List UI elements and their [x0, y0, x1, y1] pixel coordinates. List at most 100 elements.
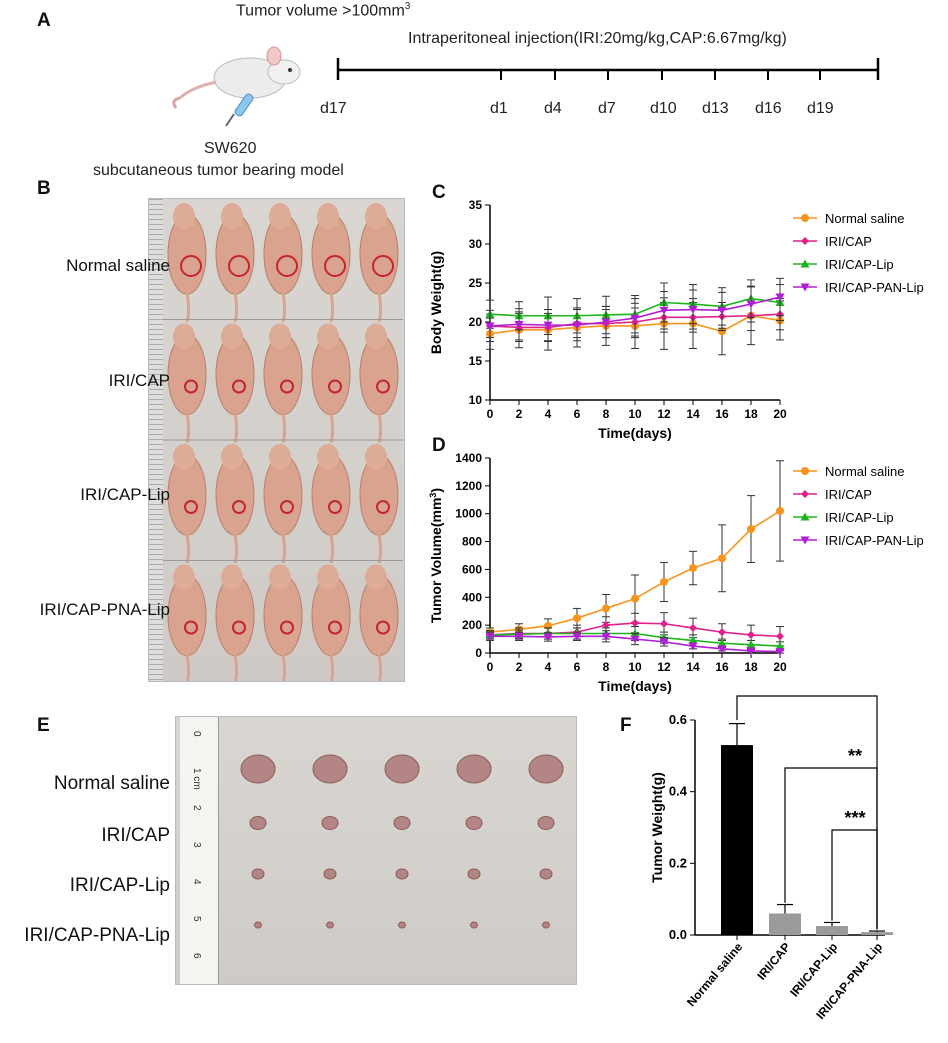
- model-line2: subcutaneous tumor bearing model: [93, 162, 344, 179]
- day-label: d7: [598, 100, 616, 117]
- mouse-tail: [233, 532, 238, 564]
- x-tick-label: 6: [574, 660, 581, 674]
- x-tick-label: 12: [657, 407, 671, 421]
- x-tick-label: 12: [657, 660, 671, 674]
- mouse-head: [173, 203, 195, 229]
- data-point: [543, 321, 553, 330]
- mouse-head: [365, 323, 387, 350]
- mouse-tail: [185, 532, 190, 564]
- y-axis-label-main: Tumor Volume(mm: [428, 498, 444, 624]
- y-tick-label: 1400: [455, 451, 482, 465]
- ruler-label: 5: [191, 916, 202, 922]
- y-tick-label: 1200: [455, 479, 482, 493]
- tumor-circle: [276, 255, 298, 277]
- tumor-circle: [328, 379, 342, 394]
- ruler-label: 2: [191, 805, 202, 811]
- tumor-circle: [328, 620, 342, 635]
- tumor-grid: [240, 754, 564, 929]
- x-tick-label: 14: [686, 407, 700, 421]
- data-point: [514, 320, 524, 329]
- mouse-tail: [329, 412, 334, 443]
- tumor-volume-condition: Tumor volume >100mm3: [236, 1, 410, 20]
- e-row-label-3: IRI/CAP-Lip: [69, 875, 170, 896]
- data-point: [602, 604, 610, 613]
- data-point: [776, 632, 784, 641]
- mouse-head: [365, 203, 387, 229]
- legend-marker: [800, 259, 810, 268]
- legend-marker: [800, 512, 810, 521]
- significance-bracket: [784, 767, 878, 930]
- mouse-head: [365, 564, 387, 591]
- mouse-head: [221, 564, 243, 591]
- tumor-specimen: [384, 754, 420, 784]
- mouse: [311, 564, 351, 681]
- x-tick-label: IRI/CAP: [754, 940, 793, 983]
- mouse-tail: [281, 291, 286, 323]
- data-point: [747, 630, 755, 639]
- tumor-circle: [184, 620, 198, 635]
- tumor-volume-chart: 0 2 4 6 8 10 12 14 16 18 2002004006008001000120014…: [428, 451, 924, 694]
- legend-marker: [801, 214, 809, 222]
- tumor-specimen: [321, 816, 339, 830]
- day-label: d16: [755, 100, 782, 117]
- panel-e-label: E: [37, 715, 50, 736]
- mouse-head: [269, 323, 291, 350]
- series-1: [486, 460, 784, 637]
- tumor-circle: [280, 620, 294, 635]
- data-point: [630, 314, 640, 323]
- e-row-label-4: IRI/CAP-PNA-Lip: [24, 925, 170, 946]
- mouse-head: [173, 564, 195, 591]
- mouse-head: [221, 444, 243, 470]
- data-point: [718, 327, 726, 336]
- mouse: [263, 323, 303, 443]
- mouse-tail: [185, 412, 190, 443]
- y-axis-label-end: ): [428, 488, 444, 493]
- legend-marker: [800, 283, 810, 292]
- mouse-head: [269, 203, 291, 229]
- tumor-specimen: [393, 816, 411, 830]
- legend-label: IRI/CAP-PAN-Lip: [825, 280, 924, 295]
- x-tick-label: 2: [516, 407, 523, 421]
- x-tick-label: 10: [628, 660, 642, 674]
- tumor-circle: [280, 500, 294, 514]
- mouse: [263, 203, 303, 323]
- x-tick-label: 4: [545, 660, 552, 674]
- mouse-head: [269, 444, 291, 470]
- ruler-label: 6: [191, 953, 202, 959]
- day-label: d4: [544, 100, 562, 117]
- series-4: [485, 630, 785, 657]
- data-point: [775, 641, 785, 650]
- data-point: [689, 564, 697, 573]
- legend-label: Normal saline: [825, 211, 904, 226]
- mouse: [263, 444, 303, 564]
- mouse: [215, 323, 255, 443]
- data-point: [688, 306, 698, 315]
- x-tick-label: 6: [574, 407, 581, 421]
- mouse-tail: [377, 532, 382, 564]
- y-tick-label: 0.4: [669, 784, 688, 799]
- ruler-label: 0: [191, 731, 202, 737]
- injection-text: Intraperitoneal injection(IRI:20mg/kg,CA…: [408, 30, 787, 47]
- legend-label: IRI/CAP-Lip: [825, 510, 894, 525]
- y-axis-label: Tumor Volume(mm3): [428, 488, 444, 623]
- x-tick-label: 16: [715, 660, 729, 674]
- data-point: [717, 645, 727, 654]
- data-point: [602, 621, 610, 630]
- tumor-specimen: [539, 868, 553, 880]
- data-point: [718, 628, 726, 637]
- panel-c-label: C: [432, 182, 446, 203]
- y-tick-label: 0.0: [669, 927, 687, 942]
- tumor-circle: [376, 500, 390, 514]
- data-point: [514, 632, 524, 641]
- mouse-illustration: [172, 46, 301, 127]
- data-point: [659, 638, 669, 647]
- mouse: [263, 564, 303, 681]
- legend-label: IRI/CAP-Lip: [825, 257, 894, 272]
- tumor-circle: [280, 379, 294, 394]
- day-label: d13: [702, 100, 729, 117]
- mouse-tail: [377, 291, 382, 323]
- bar: [861, 932, 893, 935]
- b-row-label-4: IRI/CAP-PNA-Lip: [39, 600, 170, 619]
- x-tick-label: 18: [744, 660, 758, 674]
- data-point: [660, 619, 668, 628]
